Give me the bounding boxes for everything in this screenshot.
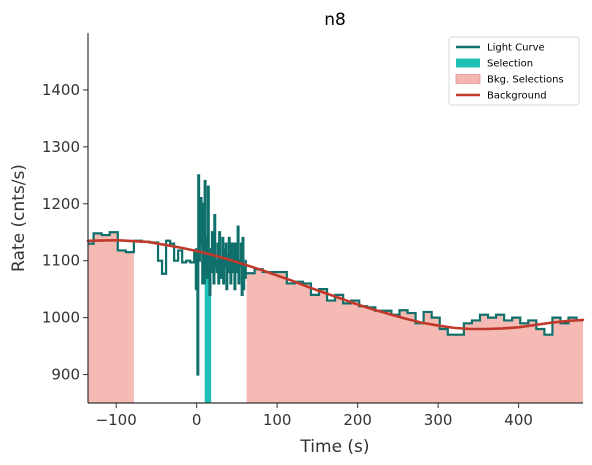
legend-entry-label: Light Curve bbox=[487, 43, 545, 54]
bkg-selections-layer bbox=[88, 232, 583, 403]
chart-title: n8 bbox=[324, 10, 346, 30]
background-model-layer bbox=[86, 238, 585, 331]
legend-entry-label: Background bbox=[487, 91, 547, 102]
selection-layer bbox=[204, 181, 212, 403]
y-tick-label: 1100 bbox=[42, 252, 80, 270]
y-ticks: 900 1000 1100 1200 1300 1400 bbox=[42, 81, 88, 384]
legend-patch-swatch bbox=[455, 74, 481, 84]
y-axis-label: Rate (cnts/s) bbox=[9, 164, 29, 272]
legend-entry-label: Selection bbox=[487, 59, 533, 70]
y-tick-label: 1300 bbox=[42, 138, 80, 156]
x-tick-label: 400 bbox=[504, 411, 533, 429]
x-tick-label: 300 bbox=[424, 411, 453, 429]
y-tick-label: 900 bbox=[51, 366, 80, 384]
bkg-selection-2 bbox=[246, 269, 583, 403]
light-curve-pre-burst bbox=[88, 231, 199, 275]
legend-patch-swatch bbox=[456, 58, 480, 68]
x-tick-label: −100 bbox=[96, 411, 137, 429]
y-tick-label: 1000 bbox=[42, 309, 80, 327]
y-tick-label: 1400 bbox=[42, 81, 80, 99]
light-curve-burst bbox=[194, 174, 247, 376]
x-ticks: −100 0 100 200 300 400 bbox=[96, 403, 533, 429]
legend: Light Curve Selection Bkg. Selections Backg… bbox=[448, 36, 580, 106]
x-tick-label: 100 bbox=[263, 411, 292, 429]
legend-entry-label: Bkg. Selections bbox=[487, 75, 564, 86]
axes bbox=[87, 33, 583, 404]
background-model-line bbox=[86, 238, 585, 331]
y-tick-label: 1200 bbox=[42, 195, 80, 213]
x-axis-label: Time (s) bbox=[299, 437, 369, 457]
source-selection bbox=[204, 181, 212, 403]
legend-box bbox=[448, 36, 580, 106]
x-tick-label: 0 bbox=[192, 411, 202, 429]
x-tick-label: 200 bbox=[343, 411, 372, 429]
bkg-selection-1 bbox=[88, 232, 134, 403]
